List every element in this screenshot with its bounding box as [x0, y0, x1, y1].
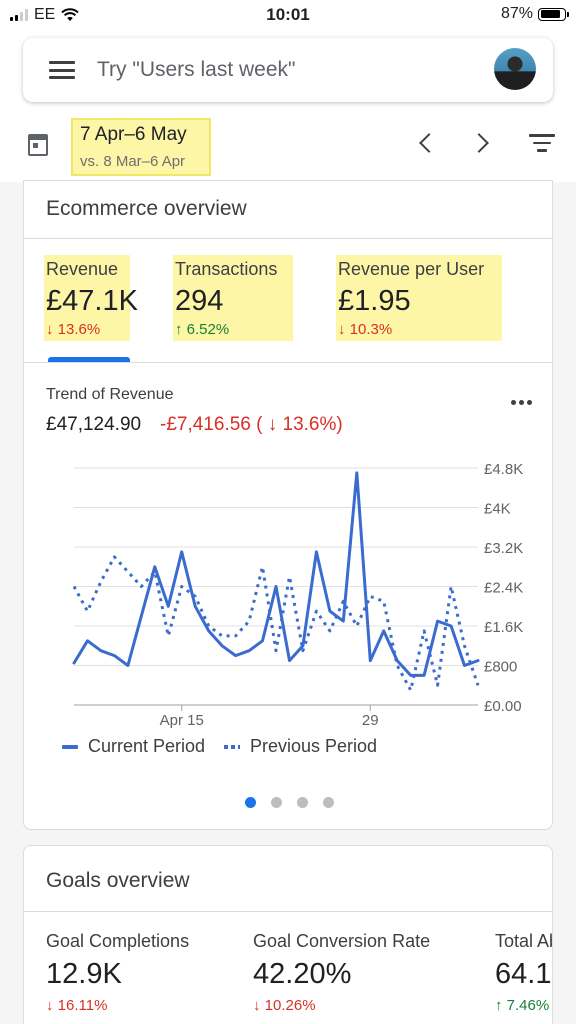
- carrier-name: EE: [34, 6, 56, 23]
- selected-tab-indicator: [48, 357, 130, 362]
- legend-current-label: Current Period: [88, 736, 206, 756]
- calendar-icon[interactable]: [28, 134, 48, 156]
- divider: [24, 911, 552, 912]
- ecommerce-overview-card: Ecommerce overview Revenue £47.1K ↓ 13.6…: [23, 180, 553, 830]
- legend-solid-swatch: [62, 744, 78, 749]
- y-tick-label: £800: [484, 659, 517, 676]
- goals-overview-card: Goals overview Goal Completions 12.9K ↓ …: [23, 845, 553, 1024]
- goal-change: ↓ 16.11%: [46, 997, 108, 1014]
- chart-x-ticks: Apr 15 29: [160, 712, 379, 729]
- battery-icon: [538, 7, 569, 21]
- goal-completions[interactable]: Goal Completions 12.9K ↓ 16.11%: [46, 931, 189, 1014]
- metric-label: Revenue: [46, 259, 119, 279]
- page-dot-active[interactable]: [245, 797, 256, 808]
- metric-transactions[interactable]: Transactions 294 ↑ 6.52%: [173, 255, 293, 341]
- metric-change: ↑ 6.52%: [175, 321, 230, 338]
- divider: [24, 362, 552, 363]
- search-bar[interactable]: Try "Users last week": [23, 38, 553, 102]
- goal-value: 64.17%: [495, 958, 552, 990]
- goal-value: 12.9K: [46, 958, 122, 990]
- goal-value: 42.20%: [253, 958, 352, 990]
- goal-change: ↓ 10.26%: [253, 997, 316, 1014]
- date-range-selector[interactable]: 7 Apr–6 May vs. 8 Mar–6 Apr: [71, 118, 211, 176]
- y-tick-label: £4.8K: [484, 461, 523, 478]
- metric-revenue-per-user[interactable]: Revenue per User £1.95 ↓ 10.3%: [336, 255, 502, 341]
- battery-group: 87%: [500, 5, 569, 23]
- metric-revenue[interactable]: Revenue £47.1K ↓ 13.6%: [44, 255, 138, 341]
- metric-label: Transactions: [175, 259, 278, 279]
- x-tick-label: Apr 15: [160, 712, 204, 729]
- y-tick-label: £0.00: [484, 698, 522, 715]
- card-title: Goals overview: [46, 869, 190, 892]
- x-tick-label: 29: [362, 712, 379, 729]
- wifi-icon: [61, 8, 80, 21]
- goal-abandonment-rate[interactable]: Total Abandonment Rate 64.17% ↑ 7.46%: [495, 931, 552, 1014]
- trend-total: £47,124.90: [46, 414, 142, 435]
- legend-previous: Previous Period: [224, 736, 377, 757]
- chart-series: [72, 471, 480, 692]
- avatar[interactable]: [494, 48, 536, 90]
- metric-change: ↓ 13.6%: [46, 321, 101, 338]
- series-line-current: [72, 471, 480, 677]
- y-tick-label: £4K: [484, 501, 511, 518]
- carrier-group: EE: [10, 6, 80, 24]
- legend-current: Current Period: [62, 736, 205, 757]
- metric-value: 294: [175, 285, 224, 317]
- battery-percent: 87%: [500, 5, 533, 22]
- date-range-comparison: vs. 8 Mar–6 Apr: [80, 153, 186, 170]
- metric-value: £47.1K: [46, 285, 138, 317]
- goal-label: Goal Conversion Rate: [253, 931, 431, 951]
- app-header: Try "Users last week" 7 Apr–6 May vs. 8 …: [0, 32, 576, 182]
- goal-conversion-rate[interactable]: Goal Conversion Rate 42.20% ↓ 10.26%: [253, 931, 430, 1014]
- y-tick-label: £3.2K: [484, 540, 523, 557]
- signal-icon: [10, 9, 28, 21]
- page-indicator: [245, 797, 334, 808]
- divider: [24, 238, 552, 239]
- page-dot[interactable]: [297, 797, 308, 808]
- metric-value: £1.95: [338, 285, 411, 317]
- page-dot[interactable]: [271, 797, 282, 808]
- clock: 10:01: [266, 5, 310, 24]
- chevron-left-icon[interactable]: [419, 133, 439, 153]
- chevron-right-icon[interactable]: [469, 133, 489, 153]
- goal-change: ↑ 7.46%: [495, 997, 550, 1014]
- date-row: 7 Apr–6 May vs. 8 Mar–6 Apr: [0, 114, 576, 178]
- goal-label: Total Abandonment Rate: [495, 931, 552, 951]
- series-line-previous: [72, 555, 480, 692]
- metric-label: Revenue per User: [338, 259, 485, 279]
- metric-change: ↓ 10.3%: [338, 321, 393, 338]
- y-tick-label: £1.6K: [484, 619, 523, 636]
- status-bar: EE 10:01 87%: [0, 0, 576, 32]
- search-input[interactable]: Try "Users last week": [97, 58, 296, 81]
- page-dot[interactable]: [323, 797, 334, 808]
- revenue-trend-chart: £4.8K £4K £3.2K £2.4K £1.6K £800 £0.00 Apr 15 2…: [72, 461, 523, 729]
- more-options-icon[interactable]: [511, 400, 535, 406]
- legend-previous-label: Previous Period: [250, 736, 378, 756]
- trend-title: Trend of Revenue: [46, 386, 174, 403]
- menu-icon[interactable]: [49, 61, 75, 79]
- card-title: Ecommerce overview: [46, 197, 247, 220]
- date-range-main: 7 Apr–6 May: [80, 124, 187, 145]
- y-tick-label: £2.4K: [484, 580, 523, 597]
- legend-dotted-swatch: [224, 744, 240, 749]
- chart-y-ticks: £4.8K £4K £3.2K £2.4K £1.6K £800 £0.00: [484, 461, 523, 715]
- goal-label: Goal Completions: [46, 931, 190, 951]
- filter-icon[interactable]: [529, 134, 555, 154]
- trend-diff: -£7,416.56 ( ↓ 13.6%): [160, 414, 343, 435]
